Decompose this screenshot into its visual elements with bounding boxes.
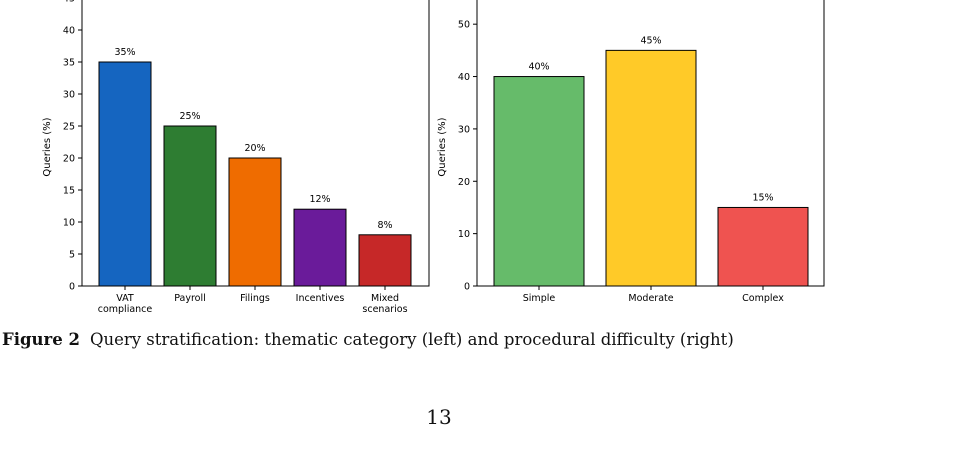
x-tick-label-2-2: Moderate	[628, 293, 673, 304]
y-axis-label-1: Queries (%)	[42, 117, 53, 176]
y-tick-label-1-7: 30	[63, 90, 75, 101]
x-tick-label-1-1: VAT compliance	[98, 293, 153, 315]
data-label-2-3: 15%	[752, 192, 773, 203]
y-tick-label-2-1: 0	[464, 282, 470, 293]
y-tick-label-2-4: 30	[458, 124, 470, 135]
y-tick-label-1-2: 5	[69, 250, 75, 261]
figure-caption: Figure 2 Query stratification: thematic c…	[2, 330, 734, 349]
data-label-2-1: 40%	[528, 62, 549, 73]
x-tick-label-1-4: Incentives	[296, 293, 345, 304]
bar-2-1	[493, 76, 585, 287]
chart-panel-2: 40% Simple 45% Moderate 15% Complex 0 10 20 30 40 5…	[437, 0, 825, 304]
chart-panel-1: 35% VAT compliance 25% Payroll 20% Filings 12% I…	[42, 0, 430, 315]
data-label-1-3: 20%	[244, 143, 265, 154]
y-tick-label-2-3: 20	[458, 177, 470, 188]
y-axis-label-2: Queries (%)	[437, 117, 448, 176]
y-tick-label-1-3: 10	[63, 218, 75, 229]
x-tick-label-1-2: Payroll	[174, 293, 206, 304]
data-label-2-2: 45%	[640, 35, 661, 46]
bar-2-2	[605, 49, 697, 287]
figure-caption-label: Figure 2	[2, 330, 80, 349]
y-tick-label-2-2: 10	[458, 229, 470, 240]
data-label-1-4: 12%	[309, 194, 330, 205]
y-tick-label-1-5: 20	[63, 154, 75, 165]
bar-1-2	[163, 125, 217, 287]
y-tick-label-2-5: 40	[458, 72, 470, 83]
data-label-1-2: 25%	[179, 111, 200, 122]
plot-frame-1	[81, 0, 430, 287]
bar-1-5	[358, 234, 412, 287]
y-tick-label-1-8: 35	[63, 58, 75, 69]
y-tick-label-1-9: 40	[63, 26, 75, 37]
x-tick-label-2-1: Simple	[523, 293, 556, 304]
y-tick-label-1-10: 45	[63, 0, 75, 5]
y-tick-label-1-4: 15	[63, 186, 75, 197]
bar-1-3	[228, 157, 282, 287]
x-tick-label-2-3: Complex	[742, 293, 784, 304]
y-tick-label-1-1: 0	[69, 282, 75, 293]
figure-caption-text: Query stratification: thematic category …	[89, 330, 734, 349]
data-label-1-5: 8%	[377, 220, 392, 231]
bar-2-3	[717, 206, 809, 287]
x-tick-label-1-5: Mixed scenarios	[362, 293, 407, 315]
data-label-1-1: 35%	[114, 47, 135, 58]
plot-frame-2	[476, 0, 825, 287]
y-tick-label-1-6: 25	[63, 122, 75, 133]
page-number: 13	[426, 405, 452, 429]
bar-1-1	[98, 61, 152, 287]
x-tick-label-1-3: Filings	[240, 293, 270, 304]
bar-1-4	[293, 208, 347, 287]
y-tick-label-2-6: 50	[458, 20, 470, 31]
